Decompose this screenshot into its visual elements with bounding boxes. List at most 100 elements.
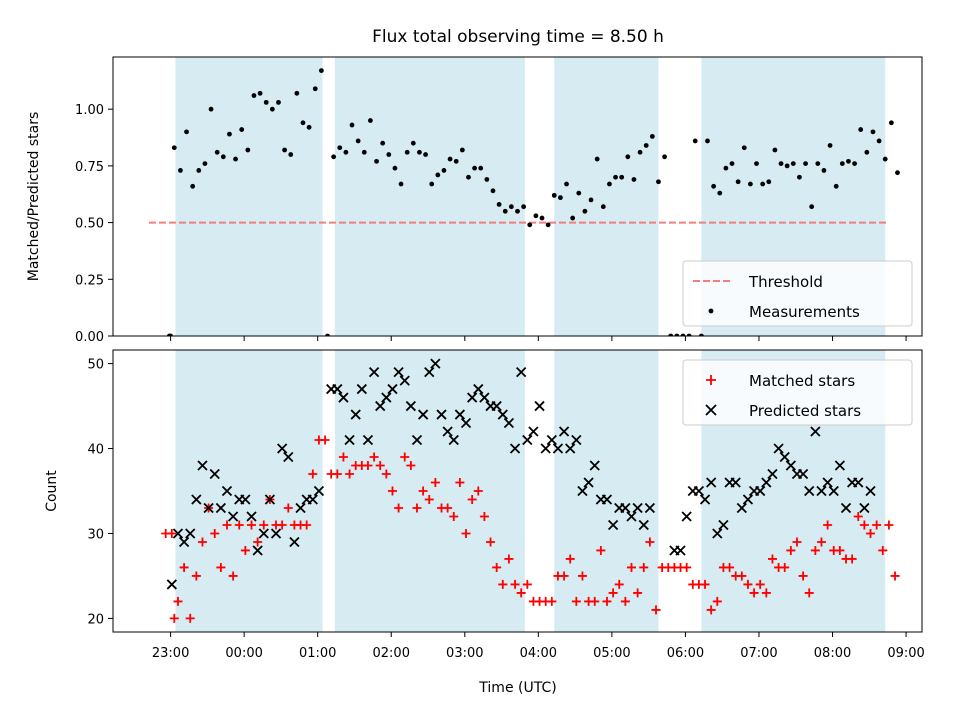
matched-star-marker bbox=[780, 562, 790, 572]
matched-star-marker bbox=[449, 511, 459, 521]
measurement-point bbox=[717, 190, 723, 196]
matched-star-marker bbox=[614, 579, 624, 589]
predicted-star-marker bbox=[203, 502, 214, 514]
matched-star-marker bbox=[216, 562, 226, 572]
matched-star-marker bbox=[602, 596, 612, 606]
x-tick-label: 04:00 bbox=[520, 646, 557, 661]
measurement-point bbox=[282, 147, 288, 153]
predicted-star-marker bbox=[712, 528, 723, 539]
predicted-star-marker bbox=[620, 502, 631, 514]
matched-star-marker bbox=[626, 562, 636, 572]
measurement-point bbox=[625, 154, 631, 160]
measurement-point bbox=[631, 177, 637, 182]
matched-star-marker bbox=[210, 528, 220, 538]
measurement-point bbox=[472, 165, 477, 171]
measurement-point bbox=[184, 129, 189, 135]
matched-star-marker bbox=[798, 571, 808, 581]
observing-window-band bbox=[175, 57, 323, 336]
matched-star-marker bbox=[620, 596, 630, 606]
data-points bbox=[161, 358, 900, 623]
measurement-point bbox=[858, 127, 864, 132]
matched-star-marker bbox=[743, 579, 753, 589]
matched-star-marker bbox=[375, 461, 385, 471]
matched-star-marker bbox=[430, 478, 440, 488]
matched-star-marker bbox=[645, 537, 655, 547]
measurement-point bbox=[435, 172, 441, 178]
measurement-point bbox=[790, 161, 796, 167]
predicted-star-marker bbox=[681, 511, 692, 522]
x-tick-label: 07:00 bbox=[740, 646, 777, 661]
measurement-point bbox=[263, 99, 269, 105]
predicted-star-marker bbox=[362, 434, 374, 446]
measurement-point bbox=[821, 168, 827, 173]
predicted-star-marker bbox=[583, 477, 594, 488]
matched-star-marker bbox=[332, 469, 342, 479]
matched-star-marker bbox=[455, 478, 465, 488]
measurement-point bbox=[257, 90, 263, 96]
matched-star-marker bbox=[443, 503, 453, 513]
matched-star-marker bbox=[866, 528, 876, 538]
measurement-point bbox=[386, 152, 392, 157]
y-tick-label: 0.25 bbox=[75, 273, 104, 288]
predicted-star-marker bbox=[307, 494, 318, 505]
predicted-star-marker bbox=[381, 392, 392, 403]
measurement-point bbox=[815, 161, 821, 167]
predicted-star-marker bbox=[295, 502, 306, 514]
matched-star-marker bbox=[510, 579, 520, 589]
matched-star-marker bbox=[479, 511, 489, 521]
observing-window-band bbox=[554, 350, 659, 632]
predicted-star-marker bbox=[197, 460, 208, 471]
matched-star-marker bbox=[725, 562, 735, 572]
predicted-star-marker bbox=[191, 494, 202, 505]
measurement-point bbox=[502, 208, 508, 214]
matched-star-marker bbox=[712, 596, 722, 606]
predicted-star-marker bbox=[503, 417, 515, 429]
matched-star-marker bbox=[878, 545, 888, 555]
predicted-star-marker bbox=[185, 528, 196, 539]
measurement-point bbox=[680, 333, 686, 336]
predicted-star-marker bbox=[828, 485, 839, 497]
measurement-point bbox=[723, 165, 729, 171]
matched-star-marker bbox=[761, 588, 771, 598]
measurement-point bbox=[754, 161, 759, 167]
x-tick-label: 06:00 bbox=[667, 646, 704, 661]
measurement-point bbox=[607, 181, 612, 187]
predicted-star-marker bbox=[797, 468, 809, 480]
measurement-point bbox=[539, 215, 545, 221]
measurement-point bbox=[852, 161, 857, 167]
predicted-star-marker bbox=[534, 400, 545, 412]
predicted-star-marker bbox=[221, 485, 233, 497]
measurement-point bbox=[423, 152, 428, 157]
measurement-point bbox=[208, 106, 214, 112]
matched-star-marker bbox=[859, 520, 869, 530]
measurement-point bbox=[190, 183, 196, 189]
matched-star-marker bbox=[173, 596, 183, 606]
measurement-point bbox=[588, 197, 594, 203]
matched-star-marker bbox=[706, 605, 716, 615]
measurement-point bbox=[171, 145, 177, 151]
measurement-point bbox=[508, 204, 514, 210]
measurement-point bbox=[686, 333, 692, 336]
predicted-star-marker bbox=[246, 511, 257, 522]
legend-measurement-swatch bbox=[708, 308, 714, 314]
matched-star-marker bbox=[387, 486, 397, 496]
measurement-point bbox=[392, 165, 398, 171]
measurement-point bbox=[760, 181, 766, 187]
matched-star-marker bbox=[810, 545, 820, 555]
matched-star-marker bbox=[167, 528, 177, 538]
measurement-point bbox=[484, 177, 490, 182]
measurement-point bbox=[447, 156, 453, 162]
observing-window-band bbox=[334, 350, 525, 632]
y-tick-label: 20 bbox=[87, 612, 104, 627]
legend-label: Threshold bbox=[748, 273, 823, 291]
matched-star-marker bbox=[498, 579, 508, 589]
predicted-star-marker bbox=[804, 485, 815, 497]
matched-star-marker bbox=[363, 461, 373, 471]
x-tick-label: 00:00 bbox=[225, 646, 262, 661]
matched-star-marker bbox=[786, 545, 796, 555]
predicted-star-marker bbox=[368, 366, 380, 378]
legend-box bbox=[682, 359, 913, 426]
measurement-point bbox=[827, 143, 833, 148]
predicted-star-marker bbox=[571, 434, 582, 446]
